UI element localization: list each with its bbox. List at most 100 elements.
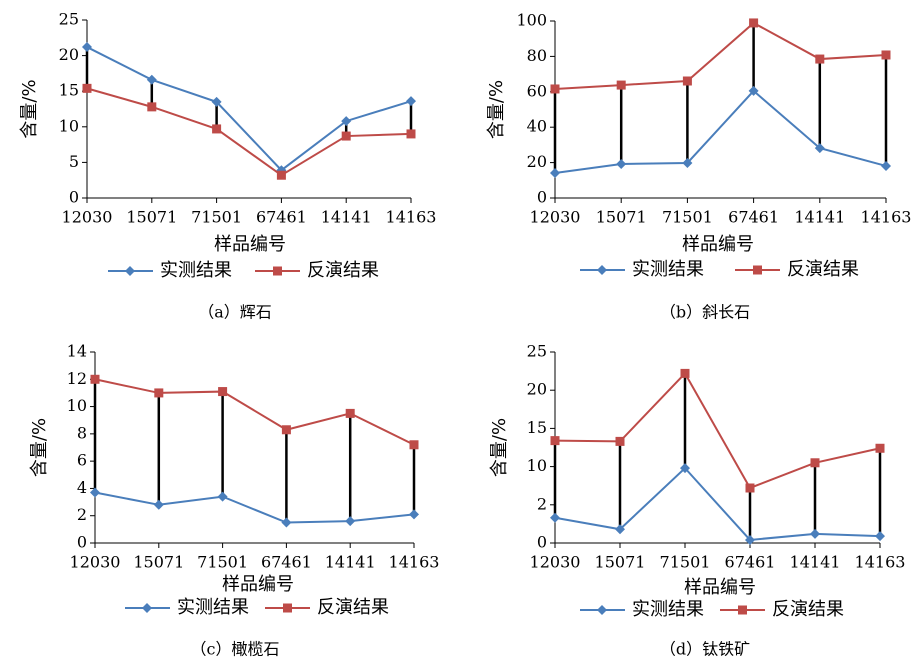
y-tick-label: 8 [77,423,87,442]
marker [745,534,755,545]
x-tick-label: 15071 [596,208,647,227]
y-axis-title: 含量/% [486,80,507,139]
legend-label: 反演结果 [317,597,389,618]
series-line [86,87,412,177]
marker [218,387,228,397]
marker [814,143,825,154]
x-tick-label: 67461 [256,208,307,227]
x-tick-label: 14163 [855,553,906,572]
x-axis-title: 样品编号 [684,577,756,598]
marker [90,374,100,384]
marker [881,50,891,60]
y-tick-label: 10 [527,456,547,475]
y-tick-label: 0 [537,533,547,552]
y-tick-label: 15 [59,81,79,100]
legend-label: 实测结果 [632,599,704,620]
marker [154,388,164,398]
marker [281,425,291,435]
y-tick-label: 14 [67,342,87,361]
legend-label: 反演结果 [787,259,859,280]
marker [682,76,692,86]
marker [615,436,625,446]
marker [682,157,693,168]
marker [146,74,157,85]
marker [550,84,560,94]
x-tick-label: 71501 [662,208,713,227]
marker [550,436,560,446]
legend-label: 实测结果 [177,597,249,618]
x-tick-label: 67461 [261,553,312,572]
marker [550,512,560,523]
legend-label: 实测结果 [160,260,232,281]
marker [749,18,759,28]
y-tick-label: 15 [527,418,547,437]
x-tick-label: 14141 [794,208,845,227]
legend-marker [125,266,135,276]
y-tick-label: 40 [527,117,547,136]
y-tick-label: 2 [537,494,547,513]
series-line [554,466,881,541]
x-tick-label: 15071 [126,208,177,227]
marker [748,85,759,96]
legend-marker [142,603,152,613]
y-axis-title: 含量/% [29,418,50,477]
series-line [554,89,887,175]
marker [345,516,356,527]
y-tick-label: 6 [77,451,87,470]
caption: （a）辉石 [198,303,272,322]
x-tick-label: 15071 [595,553,646,572]
x-tick-label: 14163 [861,208,912,227]
marker [409,440,419,450]
y-tick-label: 20 [59,45,79,64]
x-tick-label: 71501 [197,553,248,572]
marker [281,517,292,528]
y-tick-label: 25 [527,342,547,361]
marker [680,368,690,378]
x-axis-title: 样品编号 [214,234,286,255]
marker [345,408,355,418]
legend-marker [597,265,607,275]
x-tick-label: 12030 [530,208,581,227]
y-tick-label: 12 [67,369,87,388]
series-line [94,491,415,524]
caption: （d）钛铁矿 [660,640,750,659]
marker [341,116,352,127]
y-tick-label: 20 [527,380,547,399]
y-tick-label: 60 [527,81,547,100]
y-axis-title: 含量/% [489,418,510,477]
y-tick-label: 80 [527,46,547,65]
x-tick-label: 12030 [530,553,581,572]
marker [815,54,825,64]
legend-marker [283,603,292,613]
marker [147,102,157,112]
x-axis-title: 样品编号 [222,574,294,595]
marker [615,524,625,535]
y-tick-label: 25 [59,10,79,29]
y-tick-label: 2 [77,505,87,524]
marker [82,83,92,93]
marker [153,499,164,510]
y-tick-label: 4 [77,478,87,497]
legend-label: 反演结果 [307,260,379,281]
marker [550,168,560,179]
y-tick-label: 20 [527,152,547,171]
x-tick-label: 14141 [321,208,372,227]
legend-label: 实测结果 [632,259,704,280]
series-line [86,46,412,172]
y-tick-label: 10 [59,116,79,135]
y-axis-title: 含量/% [19,79,40,138]
x-tick-label: 71501 [191,208,242,227]
marker [409,509,419,520]
x-tick-label: 14163 [389,553,440,572]
marker [212,124,222,134]
y-tick-label: 5 [69,152,79,171]
x-tick-label: 12030 [62,208,113,227]
marker [881,160,891,171]
x-axis-title: 样品编号 [682,234,754,255]
caption: （c）橄榄石 [191,640,280,659]
marker [875,443,885,453]
y-tick-label: 10 [67,396,87,415]
x-tick-label: 14163 [386,208,437,227]
legend-marker [738,605,747,615]
marker [810,528,820,539]
